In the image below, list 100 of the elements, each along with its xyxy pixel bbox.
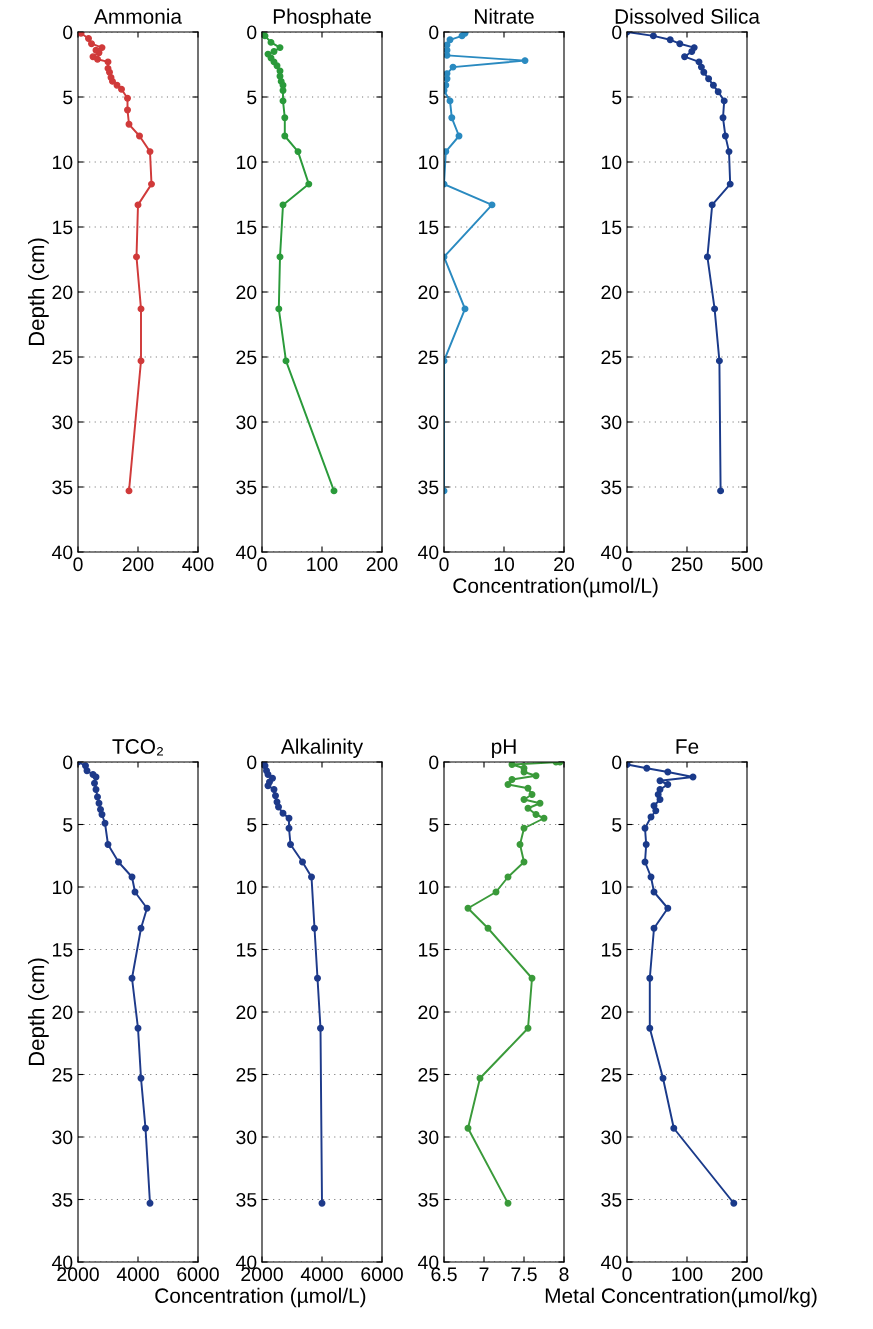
y-tick-label: 20 (52, 285, 73, 300)
x-tick-label: 10 (494, 557, 515, 572)
y-tick-label: 35 (236, 1192, 257, 1207)
chart-title: Phosphate (273, 8, 371, 28)
y-tick-label: 15 (602, 943, 622, 957)
x-tick-label: 250 (671, 557, 703, 572)
y-tick-label: 25 (418, 350, 439, 365)
x-axis-title: Concentration (µmol/L) (155, 1287, 366, 1308)
y-tick-label: 40 (51, 545, 73, 560)
y-tick-label: 15 (419, 943, 439, 957)
x-tick-label: 200 (731, 1267, 763, 1282)
y-tick-label: 0 (63, 755, 73, 770)
y-tick-label: 20 (601, 1005, 622, 1020)
y-tick-label: 30 (236, 1130, 257, 1145)
y-tick-label: 40 (600, 1255, 622, 1270)
chart-title: Dissolved Silica (615, 8, 760, 24)
y-tick-label: 5 (247, 818, 257, 832)
y-tick-label: 25 (418, 1067, 439, 1082)
chart-title: Ammonia (94, 8, 182, 24)
x-tick-label: 500 (731, 557, 763, 572)
y-axis-title: Depth (cm) (28, 958, 49, 1066)
x-tick-label: 100 (672, 1267, 703, 1282)
y-tick-label: 25 (52, 1067, 73, 1082)
chart-title: TCO₂ (112, 739, 163, 756)
y-tick-label: 35 (418, 1192, 439, 1207)
x-tick-label: 8 (559, 1267, 569, 1282)
y-tick-label: 25 (52, 350, 73, 365)
x-tick-label: 0 (439, 557, 449, 572)
x-tick-label: 200 (366, 557, 398, 572)
x-axis-title: Concentration(µmol/L) (453, 577, 658, 598)
y-tick-label: 40 (235, 545, 257, 560)
y-tick-label: 0 (247, 25, 257, 40)
x-tick-label: 0 (257, 557, 267, 572)
y-tick-label: 10 (237, 155, 257, 170)
y-tick-label: 15 (419, 220, 439, 235)
x-tick-label: 100 (307, 557, 338, 572)
y-tick-label: 15 (237, 220, 257, 235)
y-tick-label: 0 (63, 25, 73, 40)
y-tick-label: 5 (247, 90, 257, 105)
x-tick-label: 4000 (116, 1267, 159, 1282)
x-tick-label: 0 (622, 557, 632, 572)
y-tick-label: 5 (63, 90, 73, 105)
x-axis-title: Metal Concentration(µmol/kg) (545, 1287, 817, 1308)
y-tick-label: 35 (52, 480, 73, 495)
x-tick-label: 200 (122, 557, 154, 572)
x-tick-label: 6.5 (431, 1267, 457, 1282)
x-tick-label: 7 (479, 1267, 489, 1281)
y-tick-label: 35 (601, 1192, 622, 1207)
y-tick-label: 10 (53, 155, 73, 170)
y-tick-label: 0 (247, 755, 257, 770)
y-tick-label: 10 (602, 155, 622, 170)
y-tick-label: 20 (52, 1005, 73, 1020)
x-tick-label: 6000 (361, 1267, 403, 1282)
x-tick-label: 4000 (300, 1267, 343, 1282)
y-tick-label: 20 (601, 285, 622, 300)
x-tick-label: 6000 (177, 1267, 219, 1282)
y-tick-label: 40 (417, 1255, 439, 1270)
y-tick-label: 0 (612, 25, 622, 40)
chart-title: Fe (676, 739, 699, 754)
y-tick-label: 30 (601, 1130, 622, 1145)
y-tick-label: 25 (601, 350, 622, 365)
y-tick-label: 10 (237, 880, 257, 895)
x-tick-label: 7.5 (511, 1267, 537, 1282)
y-tick-label: 0 (429, 755, 439, 770)
y-tick-label: 15 (602, 220, 622, 235)
chart-title: Nitrate (475, 8, 534, 24)
y-tick-label: 15 (53, 220, 73, 235)
y-tick-label: 0 (429, 25, 439, 40)
y-tick-label: 25 (236, 1067, 257, 1082)
y-tick-label: 25 (601, 1067, 622, 1082)
y-tick-label: 35 (236, 480, 257, 495)
y-tick-label: 20 (418, 285, 439, 300)
y-tick-label: 35 (52, 1192, 73, 1207)
y-tick-label: 10 (53, 880, 73, 895)
y-tick-label: 5 (429, 818, 439, 832)
y-tick-label: 20 (418, 1005, 439, 1020)
y-tick-label: 15 (237, 943, 257, 957)
y-tick-label: 15 (53, 943, 73, 957)
y-tick-label: 35 (418, 480, 439, 495)
x-tick-label: 400 (182, 557, 214, 572)
y-tick-label: 10 (419, 155, 439, 170)
x-tick-label: 0 (73, 557, 83, 572)
y-tick-label: 30 (52, 415, 73, 430)
y-tick-label: 30 (601, 415, 622, 430)
y-tick-label: 35 (601, 480, 622, 495)
x-tick-label: 20 (554, 557, 575, 572)
chart-title: Alkalinity (280, 738, 364, 758)
y-tick-label: 25 (236, 350, 257, 365)
y-tick-label: 30 (52, 1130, 73, 1145)
y-tick-label: 5 (612, 818, 622, 832)
y-tick-label: 5 (63, 818, 73, 832)
x-tick-label: 0 (622, 1267, 632, 1282)
y-tick-label: 30 (236, 415, 257, 430)
y-tick-label: 5 (612, 90, 622, 105)
y-tick-label: 40 (417, 545, 439, 560)
y-tick-label: 40 (600, 545, 622, 560)
y-tick-label: 10 (602, 880, 622, 895)
y-tick-label: 30 (418, 1130, 439, 1145)
chart-title: pH (492, 739, 516, 758)
y-tick-label: 30 (418, 415, 439, 430)
